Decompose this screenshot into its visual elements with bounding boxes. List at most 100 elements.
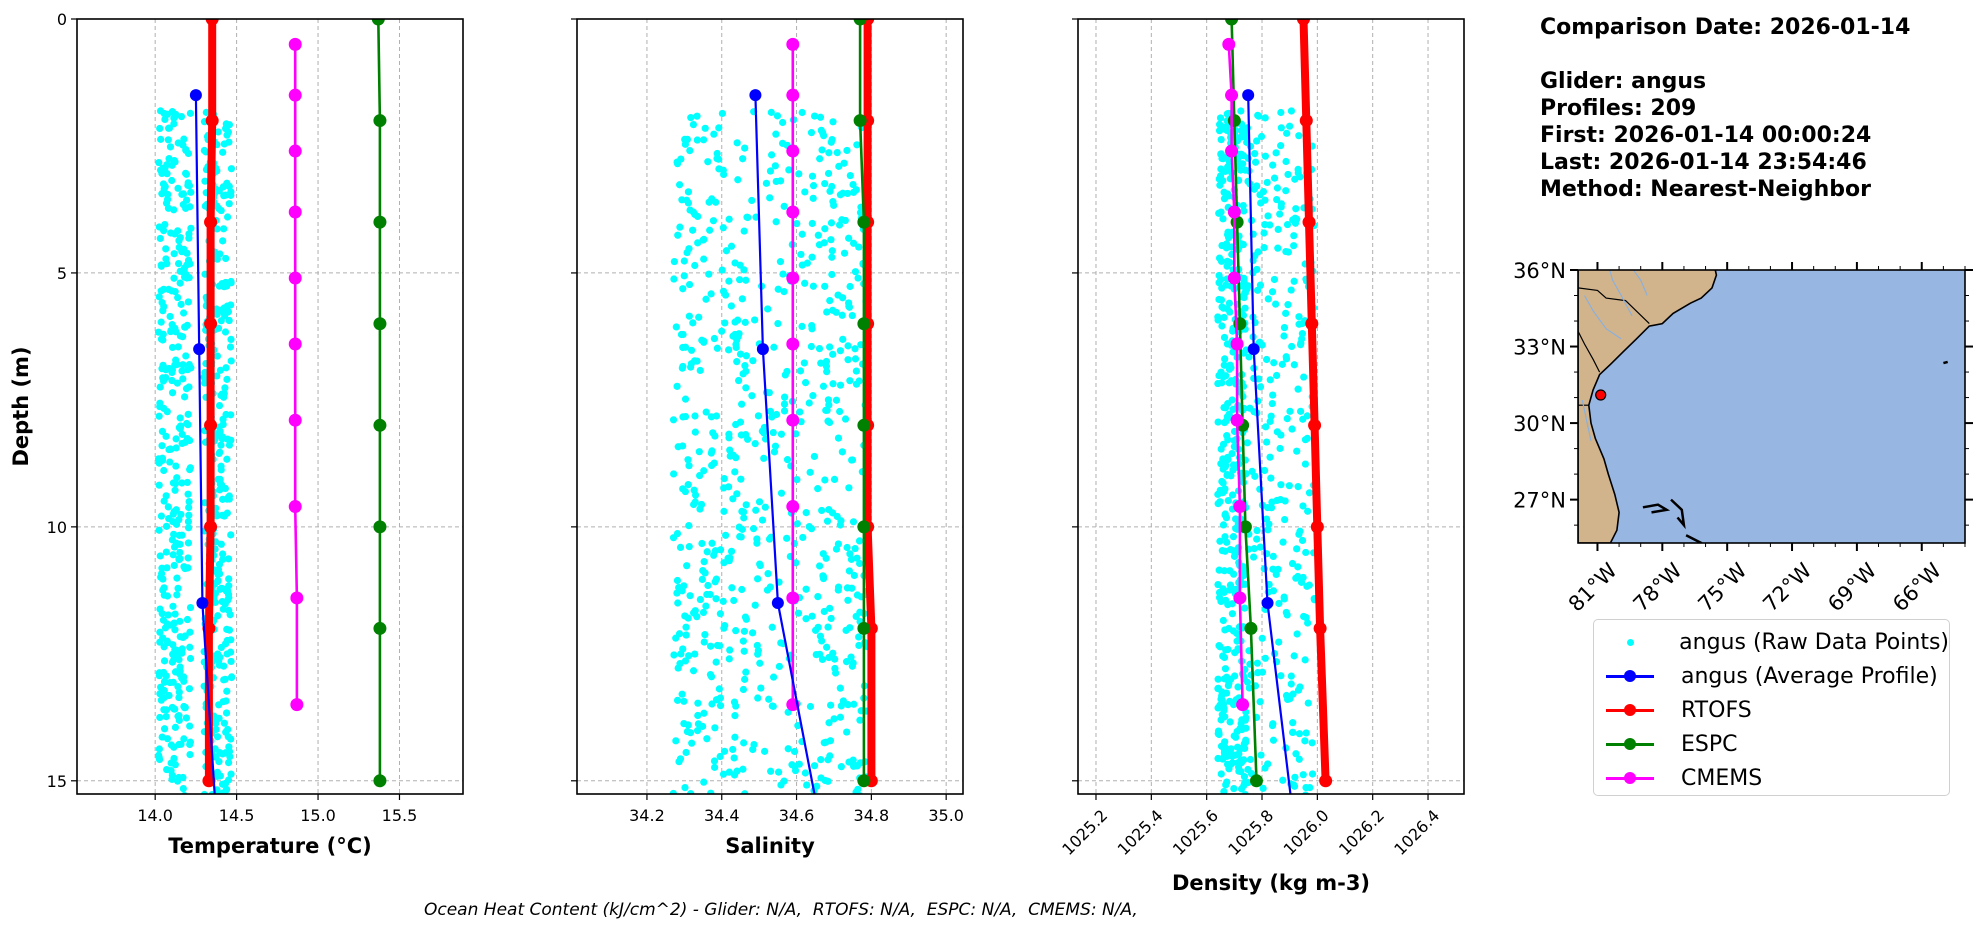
raw-data-point xyxy=(676,543,685,552)
raw-data-point xyxy=(158,570,166,578)
raw-data-point xyxy=(670,275,678,283)
marker-glider xyxy=(756,343,769,356)
raw-data-point xyxy=(167,327,175,336)
raw-data-point xyxy=(1246,755,1255,764)
raw-data-point xyxy=(790,747,799,756)
raw-data-point xyxy=(1234,683,1242,691)
raw-data-point xyxy=(691,491,700,499)
marker-glider xyxy=(771,597,784,610)
raw-data-point xyxy=(1273,184,1282,192)
marker-rtofs xyxy=(202,621,216,635)
raw-data-point xyxy=(818,146,826,154)
raw-data-point xyxy=(1260,229,1268,237)
raw-data-point xyxy=(1253,137,1261,145)
marker-rtofs xyxy=(1313,621,1327,635)
raw-data-point xyxy=(1283,220,1292,229)
raw-data-point xyxy=(758,516,767,524)
raw-data-point xyxy=(756,560,764,568)
raw-data-point xyxy=(807,342,815,351)
raw-data-point xyxy=(758,427,766,435)
raw-data-point xyxy=(754,694,762,702)
raw-data-point xyxy=(734,176,742,184)
raw-data-point xyxy=(1221,485,1229,493)
marker-glider xyxy=(196,597,209,610)
river xyxy=(1583,295,1622,340)
raw-data-point xyxy=(672,323,680,331)
raw-data-point xyxy=(164,204,173,212)
raw-data-point xyxy=(773,112,782,120)
raw-data-point xyxy=(691,428,699,436)
raw-data-point xyxy=(847,555,856,563)
raw-data-point xyxy=(752,506,760,514)
raw-data-point xyxy=(187,188,195,196)
glider-position-marker xyxy=(1595,389,1607,401)
raw-data-point xyxy=(826,296,834,305)
raw-data-point xyxy=(1224,436,1232,444)
raw-data-point xyxy=(774,319,782,328)
raw-data-point xyxy=(834,583,843,591)
raw-data-point xyxy=(783,367,791,376)
raw-data-point xyxy=(817,756,825,764)
raw-data-point xyxy=(784,745,792,753)
raw-data-point xyxy=(733,139,741,147)
raw-data-point xyxy=(173,574,181,582)
raw-data-point xyxy=(223,455,231,463)
raw-data-point xyxy=(802,585,810,593)
raw-data-point xyxy=(1301,436,1310,444)
raw-data-point xyxy=(855,537,864,545)
raw-data-point xyxy=(845,302,853,310)
raw-data-point xyxy=(225,200,233,208)
raw-data-point xyxy=(818,506,826,515)
raw-data-point xyxy=(1230,784,1238,793)
raw-data-point xyxy=(770,448,779,456)
raw-data-point xyxy=(1235,767,1243,775)
raw-data-point xyxy=(175,531,183,539)
raw-data-point xyxy=(700,136,708,144)
raw-data-point xyxy=(167,741,175,749)
raw-data-point xyxy=(178,439,186,448)
raw-data-point xyxy=(171,486,179,494)
raw-data-point xyxy=(707,789,715,794)
raw-data-point xyxy=(848,456,857,464)
raw-data-point xyxy=(221,384,229,392)
x-tick-label: 1026.4 xyxy=(1390,806,1443,859)
raw-data-point xyxy=(1268,288,1277,296)
raw-data-point xyxy=(172,444,180,452)
raw-data-point xyxy=(694,239,702,247)
raw-data-point xyxy=(225,495,233,503)
raw-data-point xyxy=(825,653,833,662)
raw-data-point xyxy=(733,490,741,498)
raw-data-point xyxy=(846,171,854,180)
raw-data-point xyxy=(213,578,222,586)
raw-data-point xyxy=(225,316,233,325)
raw-data-point xyxy=(1308,739,1316,747)
raw-data-point xyxy=(844,596,852,604)
raw-data-point xyxy=(1245,684,1253,692)
x-tick-label: 1026.2 xyxy=(1335,806,1388,859)
raw-data-point xyxy=(829,306,837,314)
raw-data-point xyxy=(823,517,832,525)
raw-data-point xyxy=(805,523,813,531)
raw-data-point xyxy=(732,420,740,429)
raw-data-point xyxy=(711,763,719,771)
raw-data-point xyxy=(1273,496,1281,505)
raw-data-point xyxy=(777,430,786,438)
raw-data-point xyxy=(1242,724,1250,732)
raw-data-point xyxy=(844,356,852,364)
raw-data-point xyxy=(719,597,727,605)
marker-cmems xyxy=(288,271,302,285)
raw-data-point xyxy=(1229,348,1237,356)
raw-data-point xyxy=(221,328,230,336)
raw-data-point xyxy=(739,370,747,378)
raw-data-point xyxy=(713,641,722,650)
raw-data-point xyxy=(174,184,182,192)
raw-data-point xyxy=(162,432,170,440)
raw-data-point xyxy=(701,124,709,132)
raw-data-point xyxy=(696,366,704,375)
raw-data-point xyxy=(836,347,844,355)
raw-data-point xyxy=(687,346,696,354)
raw-data-point xyxy=(182,170,191,178)
x-tick-label: 15.5 xyxy=(382,806,418,825)
raw-data-point xyxy=(720,747,729,755)
raw-data-point xyxy=(156,124,164,133)
